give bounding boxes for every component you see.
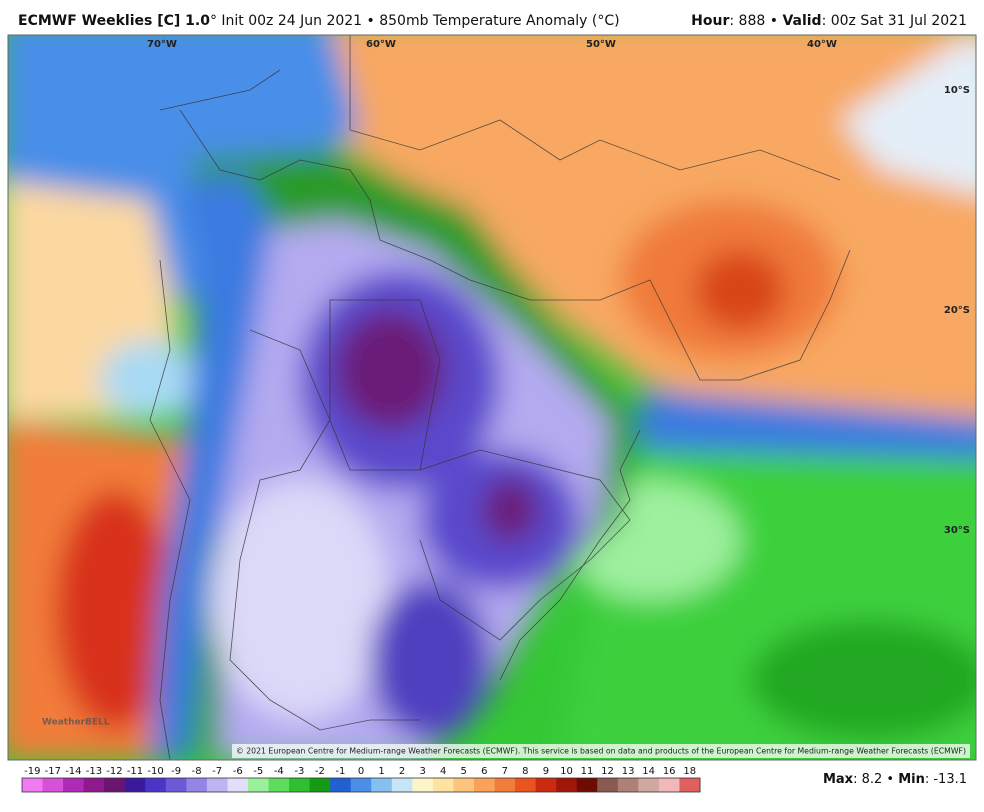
colorbar-label: 18 xyxy=(683,766,696,777)
colorbar-swatch xyxy=(371,778,393,792)
colorbar-swatch xyxy=(104,778,126,792)
colorbar-swatch xyxy=(83,778,105,792)
lat-label: 20°S xyxy=(944,305,970,316)
lat-label: 30°S xyxy=(944,525,970,536)
colorbar-label: -7 xyxy=(212,766,222,777)
colorbar-swatch xyxy=(617,778,639,792)
hour-label: Hour xyxy=(691,13,729,29)
colorbar-label: -13 xyxy=(86,766,102,777)
colorbar-label: 2 xyxy=(399,766,405,777)
colorbar-label: -1 xyxy=(335,766,345,777)
colorbar-label: 14 xyxy=(642,766,655,777)
colorbar-label: -19 xyxy=(24,766,40,777)
valid-time: Hour: 888 • Valid: 00z Sat 31 Jul 2021 xyxy=(691,13,967,29)
valid-label: Valid xyxy=(782,13,821,29)
colorbar-label: 4 xyxy=(440,766,446,777)
colorbar-label: 5 xyxy=(461,766,467,777)
colorbar-swatch xyxy=(556,778,578,792)
lon-label: 70°W xyxy=(147,39,177,50)
max-label: Max xyxy=(823,772,854,787)
min-label: Min xyxy=(898,772,925,787)
colorbar-swatch xyxy=(330,778,352,792)
colorbar-swatch xyxy=(22,778,44,792)
colorbar-swatch xyxy=(309,778,331,792)
colorbar-swatch xyxy=(206,778,228,792)
colorbar-label: 13 xyxy=(622,766,635,777)
colorbar-label: 9 xyxy=(543,766,549,777)
colorbar-swatch xyxy=(432,778,454,792)
lon-label: 60°W xyxy=(366,39,396,50)
colorbar-swatch xyxy=(412,778,434,792)
credit-bg xyxy=(232,744,970,758)
colorbar-swatch xyxy=(597,778,619,792)
colorbar-label: -11 xyxy=(127,766,143,777)
map xyxy=(8,35,976,760)
colorbar-label: -17 xyxy=(45,766,61,777)
credit: © 2021 European Centre for Medium-range … xyxy=(236,747,966,756)
colorbar-swatch xyxy=(453,778,475,792)
graticule-labels: 70°W 60°W 50°W 40°W 10°S 20°S 30°S xyxy=(147,39,970,536)
colorbar-label: -3 xyxy=(294,766,304,777)
colorbar-label: -10 xyxy=(147,766,163,777)
colorbar-swatch xyxy=(350,778,372,792)
title-rest: ° Init 00z 24 Jun 2021 • 850mb Temperatu… xyxy=(210,13,620,29)
colorbar-swatch xyxy=(474,778,496,792)
title-bold: ECMWF Weeklies [C] 1.0 xyxy=(18,13,210,29)
map-frame xyxy=(7,34,977,761)
colorbar-label: 6 xyxy=(481,766,487,777)
colorbar-label: -4 xyxy=(274,766,284,777)
colorbar-label: 0 xyxy=(358,766,364,777)
colorbar-frame xyxy=(21,777,701,793)
lat-label: 10°S xyxy=(944,85,970,96)
colorbar-swatch xyxy=(63,778,85,792)
stats: Max: 8.2 • Min: -13.1 xyxy=(823,772,967,787)
colorbar-swatch xyxy=(535,778,557,792)
lon-label: 50°W xyxy=(586,39,616,50)
colorbar-label: 8 xyxy=(522,766,528,777)
hour-value: : 888 • xyxy=(729,13,782,29)
title: ECMWF Weeklies [C] 1.0° Init 00z 24 Jun … xyxy=(18,13,620,29)
colorbar-label: -14 xyxy=(65,766,81,777)
colorbar-swatch xyxy=(268,778,290,792)
colorbar-label: 1 xyxy=(378,766,384,777)
colorbar-swatch xyxy=(124,778,146,792)
colorbar-label: 12 xyxy=(601,766,614,777)
colorbar-swatch xyxy=(289,778,311,792)
colorbar-label: -9 xyxy=(171,766,181,777)
colorbar-swatch xyxy=(679,778,701,792)
lon-label: 40°W xyxy=(807,39,837,50)
valid-value: : 00z Sat 31 Jul 2021 xyxy=(822,13,967,29)
colorbar-swatch xyxy=(227,778,249,792)
colorbar-label: 11 xyxy=(581,766,594,777)
colorbar-swatch xyxy=(515,778,537,792)
colorbar: -19 -17 -14 -13 -12 -11 -10 -9 -8 -7 -6 -5 -4 -3 -2 -1 0… xyxy=(21,766,701,793)
max-value: : 8.2 • xyxy=(853,772,898,787)
colorbar-swatch xyxy=(576,778,598,792)
colorbar-swatch xyxy=(248,778,270,792)
colorbar-label: -2 xyxy=(315,766,325,777)
colorbar-swatch xyxy=(658,778,680,792)
logo: WeatherBELL xyxy=(42,718,110,728)
colorbar-swatch xyxy=(165,778,187,792)
colorbar-swatch xyxy=(145,778,167,792)
colorbar-swatch xyxy=(391,778,413,792)
colorbar-label: -12 xyxy=(106,766,122,777)
colorbar-label: 10 xyxy=(560,766,573,777)
min-value: : -13.1 xyxy=(925,772,967,787)
colorbar-label: -6 xyxy=(233,766,243,777)
colorbar-label: -5 xyxy=(253,766,263,777)
colorbar-label: 7 xyxy=(502,766,508,777)
colorbar-swatch xyxy=(638,778,660,792)
colorbar-label: 3 xyxy=(419,766,425,777)
colorbar-label: 16 xyxy=(663,766,676,777)
colorbar-swatch xyxy=(494,778,516,792)
colorbar-swatch xyxy=(42,778,64,792)
colorbar-label: -8 xyxy=(192,766,202,777)
colorbar-swatch xyxy=(186,778,208,792)
